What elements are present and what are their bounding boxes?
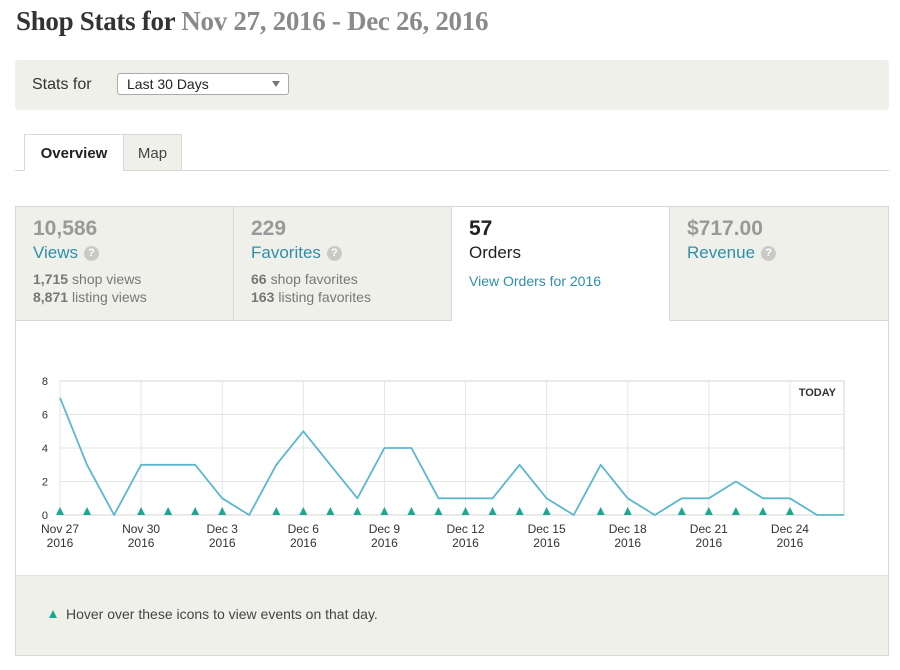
- x-tick-label: Dec 6: [288, 522, 320, 536]
- event-marker-icon[interactable]: [56, 507, 64, 515]
- stat-orders[interactable]: 57 Orders View Orders for 2016: [452, 207, 670, 321]
- date-range-select[interactable]: Last 30 Days: [117, 73, 289, 95]
- revenue-value: $717.00: [687, 217, 763, 240]
- help-icon[interactable]: ?: [326, 246, 342, 261]
- x-tick-year: 2016: [371, 536, 398, 550]
- event-marker-icon[interactable]: [677, 507, 686, 515]
- x-tick-year: 2016: [209, 536, 236, 550]
- views-label: Views?: [33, 243, 100, 263]
- views-value: 10,586: [33, 217, 98, 240]
- event-marker-icon[interactable]: [218, 507, 227, 515]
- event-marker-icon[interactable]: [704, 507, 713, 515]
- event-marker-icon: [49, 610, 57, 618]
- y-tick-label: 2: [42, 477, 48, 489]
- event-marker-icon[interactable]: [542, 507, 551, 515]
- page-title-range: Nov 27, 2016 - Dec 26, 2016: [181, 6, 489, 36]
- page-title: Shop Stats for Nov 27, 2016 - Dec 26, 20…: [16, 6, 488, 37]
- x-tick-year: 2016: [777, 536, 804, 550]
- event-marker-icon[interactable]: [623, 507, 632, 515]
- x-tick-year: 2016: [128, 536, 155, 550]
- event-marker-icon[interactable]: [326, 507, 335, 515]
- stat-favorites[interactable]: 229 Favorites? 66 shop favorites 163 listi…: [234, 207, 452, 321]
- event-marker-icon[interactable]: [731, 507, 740, 515]
- help-icon[interactable]: ?: [761, 246, 777, 261]
- event-hint: Hover over these icons to view events on…: [66, 606, 378, 622]
- x-tick-year: 2016: [47, 536, 74, 550]
- event-marker-icon[interactable]: [299, 507, 308, 515]
- x-tick-year: 2016: [695, 536, 722, 550]
- tab-overview-label: Overview: [40, 145, 108, 162]
- stats-panel: 10,586 Views? 1,715 shop views 8,871 listi…: [15, 206, 889, 656]
- x-tick-label: Dec 15: [528, 522, 566, 536]
- x-tick-label: Dec 3: [207, 522, 239, 536]
- favorites-value: 229: [251, 217, 287, 240]
- x-tick-label: Dec 21: [690, 522, 728, 536]
- orders-series-line: [59, 397, 844, 516]
- tab-map-label: Map: [137, 145, 168, 162]
- x-tick-label: Dec 12: [447, 522, 485, 536]
- tabs-divider: [15, 170, 889, 171]
- shop-views: 1,715 shop views: [33, 271, 142, 287]
- y-tick-label: 0: [42, 510, 48, 522]
- event-marker-icon[interactable]: [434, 507, 443, 515]
- event-marker-icon[interactable]: [164, 507, 173, 515]
- event-marker-icon[interactable]: [515, 507, 524, 515]
- favorites-label: Favorites?: [251, 243, 342, 263]
- event-marker-icon[interactable]: [758, 507, 767, 515]
- x-tick-label: Dec 18: [609, 522, 647, 536]
- y-tick-label: 8: [42, 376, 48, 388]
- y-tick-label: 6: [42, 410, 48, 422]
- event-marker-icon[interactable]: [353, 507, 362, 515]
- listing-views: 8,871 listing views: [33, 289, 147, 305]
- event-marker-icon[interactable]: [407, 507, 416, 515]
- event-marker-icon[interactable]: [83, 507, 92, 515]
- y-tick-label: 4: [42, 443, 48, 455]
- listing-favorites: 163 listing favorites: [251, 289, 371, 305]
- revenue-label: Revenue?: [687, 243, 777, 263]
- event-marker-icon[interactable]: [785, 507, 794, 515]
- x-tick-label: Nov 30: [122, 522, 160, 536]
- event-marker-icon[interactable]: [380, 507, 389, 515]
- date-range-selected: Last 30 Days: [127, 76, 209, 92]
- tab-map[interactable]: Map: [123, 134, 182, 171]
- chevron-down-icon: [272, 81, 280, 87]
- x-tick-year: 2016: [533, 536, 560, 550]
- event-marker-icon[interactable]: [191, 507, 200, 515]
- stat-views[interactable]: 10,586 Views? 1,715 shop views 8,871 listi…: [16, 207, 234, 321]
- x-tick-year: 2016: [614, 536, 641, 550]
- event-marker-icon[interactable]: [137, 507, 146, 515]
- orders-label: Orders: [469, 243, 521, 262]
- x-tick-year: 2016: [452, 536, 479, 550]
- page-title-main: Shop Stats for: [16, 6, 175, 36]
- help-icon[interactable]: ?: [84, 246, 100, 261]
- orders-value: 57: [469, 217, 493, 240]
- tab-overview[interactable]: Overview: [24, 134, 124, 171]
- today-label: TODAY: [799, 387, 837, 399]
- stat-revenue[interactable]: $717.00 Revenue?: [670, 207, 888, 321]
- x-tick-year: 2016: [290, 536, 317, 550]
- x-tick-label: Nov 27: [41, 522, 79, 536]
- event-marker-icon[interactable]: [272, 507, 281, 515]
- shop-favorites: 66 shop favorites: [251, 271, 358, 287]
- chart-footer: Hover over these icons to view events on…: [16, 575, 888, 655]
- event-marker-icon[interactable]: [488, 507, 497, 515]
- x-tick-label: Dec 24: [771, 522, 809, 536]
- x-tick-label: Dec 9: [369, 522, 401, 536]
- event-marker-icon[interactable]: [596, 507, 605, 515]
- stats-filter-bar: Stats for Last 30 Days: [15, 60, 889, 110]
- event-marker-icon[interactable]: [461, 507, 470, 515]
- stats-for-label: Stats for: [32, 76, 92, 93]
- view-orders-link[interactable]: View Orders for 2016: [469, 273, 602, 289]
